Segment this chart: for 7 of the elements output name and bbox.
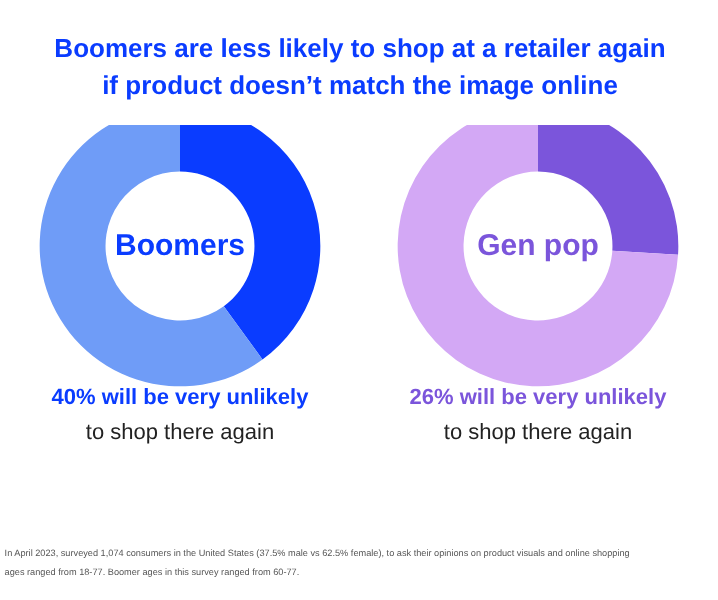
text: to shop there again (85, 420, 275, 445)
text: to shop there again (443, 420, 633, 445)
text: Boomers (114, 229, 246, 264)
text: Gen pop (477, 229, 599, 264)
text: Boomers are less likely to shop at a retailer again if product doesn’t match the image online (54, 33, 666, 101)
text: 40% will be very unlikely (51, 386, 311, 411)
text: 26% will be very unlikely (409, 386, 669, 411)
